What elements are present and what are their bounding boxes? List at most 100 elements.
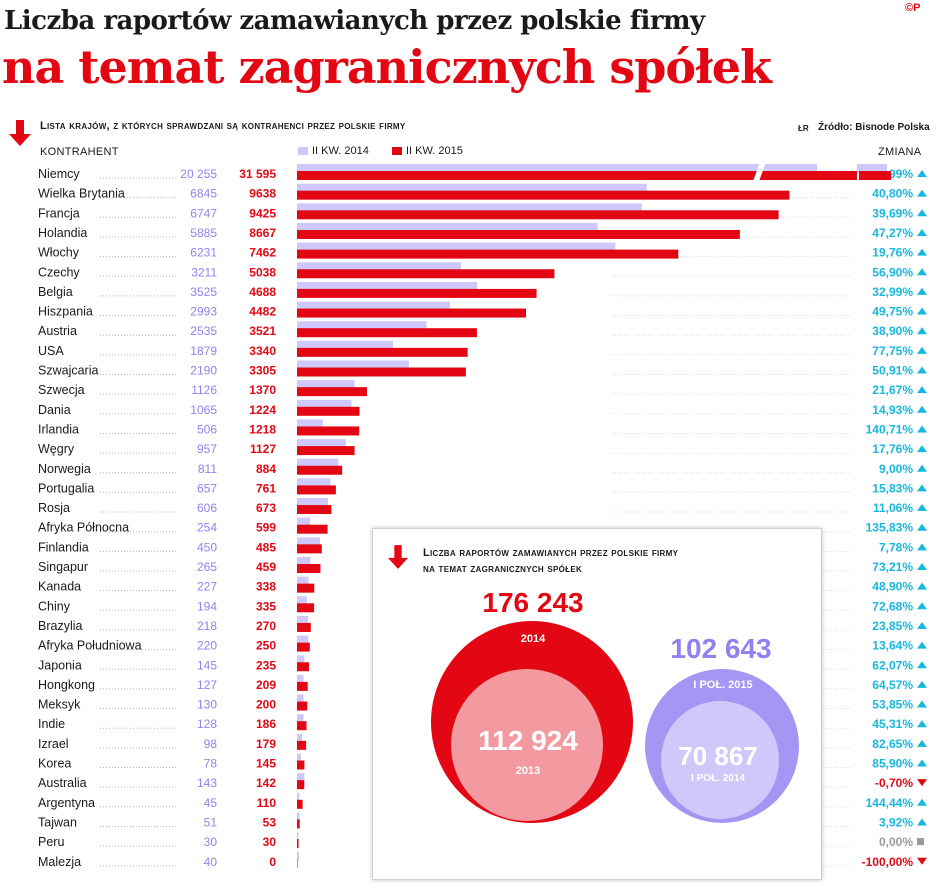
change-label: 144,44% <box>866 796 914 810</box>
value-2014-label: 2190 <box>190 364 217 378</box>
country-label: Włochy <box>38 246 80 260</box>
value-2014-label: 1879 <box>190 344 217 358</box>
country-label: Australia <box>38 776 87 790</box>
country-label: USA <box>38 344 64 358</box>
inset-panel: Liczba raportów zamawianych przez polski… <box>372 528 822 880</box>
change-label: 19,76% <box>872 246 913 260</box>
bar-2014 <box>297 399 352 409</box>
bar-2015 <box>297 328 477 338</box>
square-icon <box>917 838 924 846</box>
bar-2014 <box>297 792 300 802</box>
bar-2015 <box>297 622 311 632</box>
triangle-up-icon <box>917 464 927 472</box>
change-label: 77,75% <box>872 344 913 358</box>
triangle-up-icon <box>917 445 927 453</box>
country-label: Kanada <box>38 580 81 594</box>
bar-2014 <box>297 674 304 684</box>
bar-2014 <box>297 517 310 527</box>
bar-2014-continued <box>857 164 887 173</box>
country-label: Finlandia <box>38 540 89 554</box>
triangle-up-icon <box>917 425 927 433</box>
triangle-up-icon <box>917 228 927 236</box>
triangle-up-icon <box>917 287 927 295</box>
bar-2015 <box>297 171 857 180</box>
bar-2014 <box>297 576 309 586</box>
triangle-up-icon <box>917 543 927 551</box>
change-label: 13,64% <box>872 639 913 653</box>
bar-2014 <box>297 222 598 232</box>
value-2015-label: 884 <box>256 462 276 476</box>
bar-2014 <box>297 360 409 370</box>
bar-2014 <box>297 753 301 763</box>
value-2015-label: 145 <box>256 757 276 771</box>
value-2014-label: 40 <box>204 855 218 869</box>
value-2015-label: 673 <box>256 501 276 515</box>
change-label: 11,06% <box>873 501 913 515</box>
bar-2014 <box>297 773 305 783</box>
value-2014-label: 606 <box>197 501 217 515</box>
change-label: 135,83% <box>866 521 914 535</box>
bar-2014 <box>297 340 394 350</box>
bar-2015 <box>297 347 468 357</box>
total-2013: 112 924 <box>478 725 578 756</box>
value-2015-label: 3340 <box>249 344 276 358</box>
triangle-up-icon <box>917 582 927 590</box>
value-2014-label: 98 <box>204 737 218 751</box>
country-label: Szwecja <box>38 383 85 397</box>
value-2014-label: 227 <box>197 580 217 594</box>
value-2015-label: 270 <box>256 619 276 633</box>
bar-2014 <box>297 714 304 724</box>
triangle-up-icon <box>917 189 927 197</box>
triangle-down-icon <box>917 857 927 865</box>
value-2015-label: 599 <box>256 521 276 535</box>
triangle-up-icon <box>917 405 927 413</box>
chart-subtitle: Lista krajów, z których sprawdzani są ko… <box>40 120 406 132</box>
value-2015-label: 53 <box>263 815 277 829</box>
change-label: 73,21% <box>872 560 913 574</box>
change-label: 0,00% <box>879 835 913 849</box>
country-label: Hongkong <box>38 678 95 692</box>
value-2015-label: 142 <box>256 776 276 790</box>
bubble-h1-2014 <box>661 701 779 819</box>
value-2015-label: 1370 <box>249 383 276 397</box>
value-2014-label: 20 255 <box>180 167 217 181</box>
legend-swatch-2014 <box>298 147 308 155</box>
bar-2014 <box>297 321 427 331</box>
country-label: Belgia <box>38 285 73 299</box>
value-2015-label: 110 <box>257 796 277 810</box>
bar-2015 <box>297 681 308 691</box>
triangle-up-icon <box>917 307 927 315</box>
bar-2014 <box>297 851 300 861</box>
value-2015-label: 31 595 <box>239 167 276 181</box>
bar-2014 <box>297 537 320 547</box>
label-h1-2015: I POŁ. 2015 <box>693 679 753 691</box>
change-label: 53,85% <box>872 698 913 712</box>
triangle-up-icon <box>917 563 927 570</box>
bar-2014 <box>297 655 305 665</box>
value-2015-label: 9425 <box>249 206 276 220</box>
inset-title: Liczba raportów zamawianych przez polski… <box>423 545 678 577</box>
legend-label-2015: II KW. 2015 <box>406 145 463 157</box>
change-label: -0,70% <box>875 776 913 790</box>
value-2014-label: 6231 <box>190 246 217 260</box>
label-h1-2014: I POŁ. 2014 <box>691 773 745 784</box>
value-2014-label: 811 <box>198 462 217 476</box>
change-label: 56,90% <box>872 265 913 279</box>
bar-2015 <box>297 564 321 573</box>
country-label: Norwegia <box>38 462 91 476</box>
value-2015-label: 1224 <box>249 403 276 417</box>
value-2014-label: 45 <box>204 796 218 810</box>
value-2015-label: 1218 <box>249 422 276 436</box>
country-label: Czechy <box>38 265 80 279</box>
triangle-up-icon <box>917 484 927 492</box>
label-2014: 2014 <box>520 633 546 645</box>
total-h1-2014: 70 867 <box>678 741 758 771</box>
country-label: Wielka Brytania <box>38 187 125 201</box>
country-label: Francja <box>38 206 80 220</box>
bar-2015-continued <box>859 171 891 180</box>
country-label: Peru <box>38 835 64 849</box>
change-label: 72,68% <box>872 599 913 613</box>
bar-2015 <box>297 544 322 554</box>
bar-2014 <box>297 242 616 252</box>
bar-2014 <box>297 183 647 193</box>
